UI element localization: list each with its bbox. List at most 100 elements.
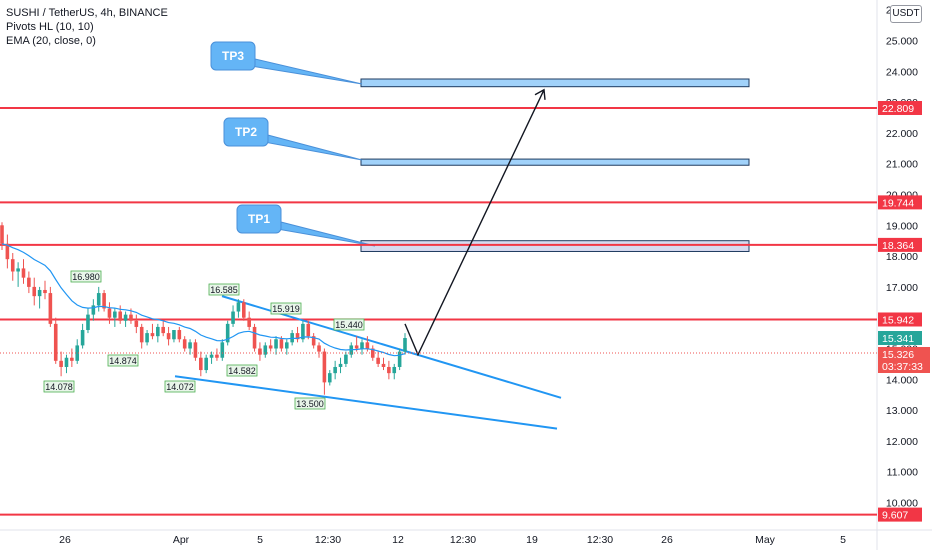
candle-body xyxy=(10,259,15,272)
callout-label-tp2: TP2 xyxy=(235,125,257,139)
candle-body xyxy=(139,326,144,343)
y-tick-label: 19.000 xyxy=(886,220,918,232)
candle-body xyxy=(236,302,241,312)
candle-body xyxy=(21,268,26,278)
candle xyxy=(268,339,273,352)
y-tick-label: 12.000 xyxy=(886,436,918,448)
candle-body xyxy=(43,289,47,294)
pivot-label: 15.919 xyxy=(272,304,300,314)
pivot-label-box xyxy=(270,302,302,315)
horizontal-level-tag-text: 15.942 xyxy=(882,314,914,326)
candle xyxy=(145,330,149,346)
candle xyxy=(21,259,26,284)
candle xyxy=(113,308,117,327)
candle xyxy=(86,308,90,334)
candle-body xyxy=(188,342,192,349)
target-zone-tp3 xyxy=(360,78,750,88)
candle-body xyxy=(177,330,182,340)
y-tick-label: 10.000 xyxy=(886,498,918,510)
currency-badge[interactable]: USDT xyxy=(890,5,922,23)
x-tick-label: 5 xyxy=(257,534,263,546)
candle xyxy=(387,360,391,380)
candle-body xyxy=(258,348,262,355)
candle xyxy=(295,326,300,343)
candle-body xyxy=(274,339,278,349)
candle-body xyxy=(392,366,397,374)
candle-body xyxy=(59,360,63,367)
candle-body xyxy=(317,345,321,352)
y-tick-label: 18.000 xyxy=(886,251,918,263)
candle xyxy=(134,314,139,334)
candle xyxy=(5,234,10,269)
candle xyxy=(311,333,316,349)
callout-pointer-tp1 xyxy=(276,220,376,247)
legend-symbol[interactable]: SUSHI / TetherUS, 4h, BINANCE xyxy=(6,7,168,19)
candle-body xyxy=(403,338,407,352)
callout-tp2 xyxy=(223,117,269,147)
candle xyxy=(360,339,364,355)
chart-legend: SUSHI / TetherUS, 4h, BINANCE Pivots HL … xyxy=(6,6,168,48)
candle xyxy=(236,299,241,318)
x-tick-label: 26 xyxy=(661,534,673,546)
candle-body xyxy=(376,357,380,364)
legend-indicator-ema[interactable]: EMA (20, close, 0) xyxy=(6,35,96,47)
current-price-tag-text: 15.341 xyxy=(882,333,914,345)
legend-indicator-pivots[interactable]: Pivots HL (10, 10) xyxy=(6,21,94,33)
last-close-tag xyxy=(878,346,930,373)
candle xyxy=(59,351,63,377)
candle-body xyxy=(295,333,300,340)
candle-body xyxy=(53,323,58,361)
candle xyxy=(91,299,96,321)
horizontal-level-tag-text: 9.607 xyxy=(882,510,908,522)
pivot-label: 14.078 xyxy=(45,382,73,392)
candle xyxy=(182,336,187,352)
candle-body xyxy=(338,363,343,367)
candle xyxy=(16,262,20,287)
pivot-label-box xyxy=(43,380,75,393)
candle-body xyxy=(172,330,176,340)
callout-label-tp1: TP1 xyxy=(248,212,270,226)
candle xyxy=(301,320,305,343)
candle-body xyxy=(284,342,289,349)
y-tick-label: 25.000 xyxy=(886,36,918,48)
candle xyxy=(247,311,251,331)
candle-body xyxy=(27,277,31,287)
candle-body xyxy=(397,351,402,367)
callout-tp3 xyxy=(210,41,256,71)
target-zone-tp2 xyxy=(360,158,750,166)
x-tick-label: 19 xyxy=(526,534,538,546)
candle-body xyxy=(91,305,96,315)
countdown-tag-text: 03:37:33 xyxy=(882,361,923,373)
candle xyxy=(150,323,155,340)
current-price-tag xyxy=(878,330,922,345)
pivot-label-box xyxy=(333,318,365,331)
candle xyxy=(80,323,85,349)
candle-body xyxy=(268,345,273,349)
x-tick-label: 12:30 xyxy=(587,534,613,546)
horizontal-level-tag xyxy=(878,100,922,115)
x-tick-label: 5 xyxy=(840,534,846,546)
horizontal-level-tag-text: 18.364 xyxy=(882,240,914,252)
ema-line xyxy=(1,243,406,357)
candle xyxy=(70,348,74,367)
pivot-label-box xyxy=(294,397,326,410)
pivot-label-box xyxy=(70,270,102,283)
candle-body xyxy=(150,333,155,337)
candle xyxy=(102,289,106,312)
pivot-label: 15.440 xyxy=(335,320,363,330)
candle-body xyxy=(182,339,187,349)
candle-body xyxy=(225,323,230,343)
candle-body xyxy=(311,336,316,346)
candle xyxy=(193,339,198,361)
candle xyxy=(156,323,160,343)
horizontal-level-tag xyxy=(878,507,922,522)
candle xyxy=(0,222,4,250)
candle xyxy=(107,302,112,324)
candle xyxy=(37,286,42,309)
candle xyxy=(258,342,262,361)
candle-body xyxy=(344,354,348,364)
candle-body xyxy=(381,363,386,367)
candle-body xyxy=(220,342,225,358)
